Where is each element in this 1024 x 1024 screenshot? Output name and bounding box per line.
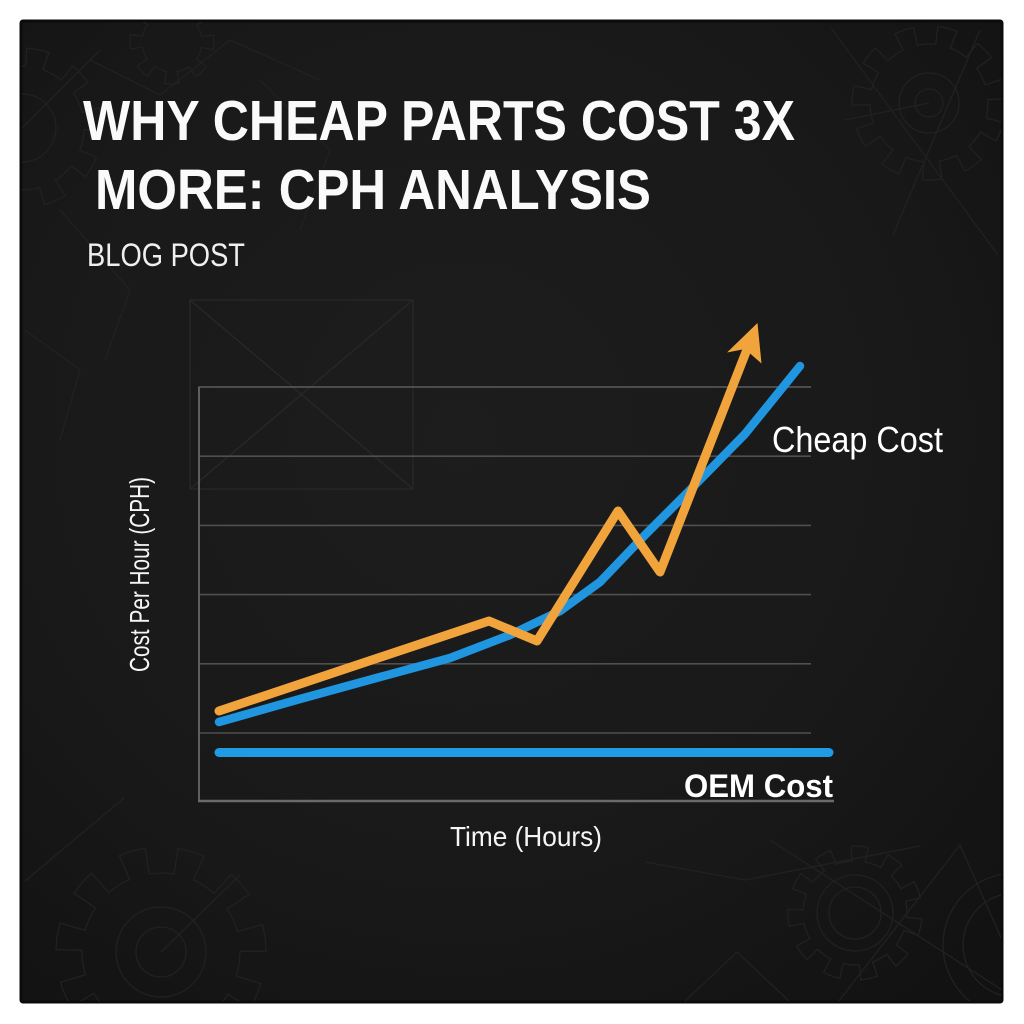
svg-text:Cost Per Hour (CPH): Cost Per Hour (CPH) — [124, 477, 155, 672]
svg-text:OEM Cost: OEM Cost — [684, 768, 833, 804]
svg-text:Time (Hours): Time (Hours) — [450, 821, 602, 852]
svg-text:MORE: CPH ANALYSIS: MORE: CPH ANALYSIS — [95, 158, 651, 222]
svg-text:WHY CHEAP PARTS COST 3X: WHY CHEAP PARTS COST 3X — [83, 89, 795, 153]
svg-text:BLOG POST: BLOG POST — [87, 237, 245, 273]
svg-text:Cheap Cost: Cheap Cost — [772, 419, 943, 460]
